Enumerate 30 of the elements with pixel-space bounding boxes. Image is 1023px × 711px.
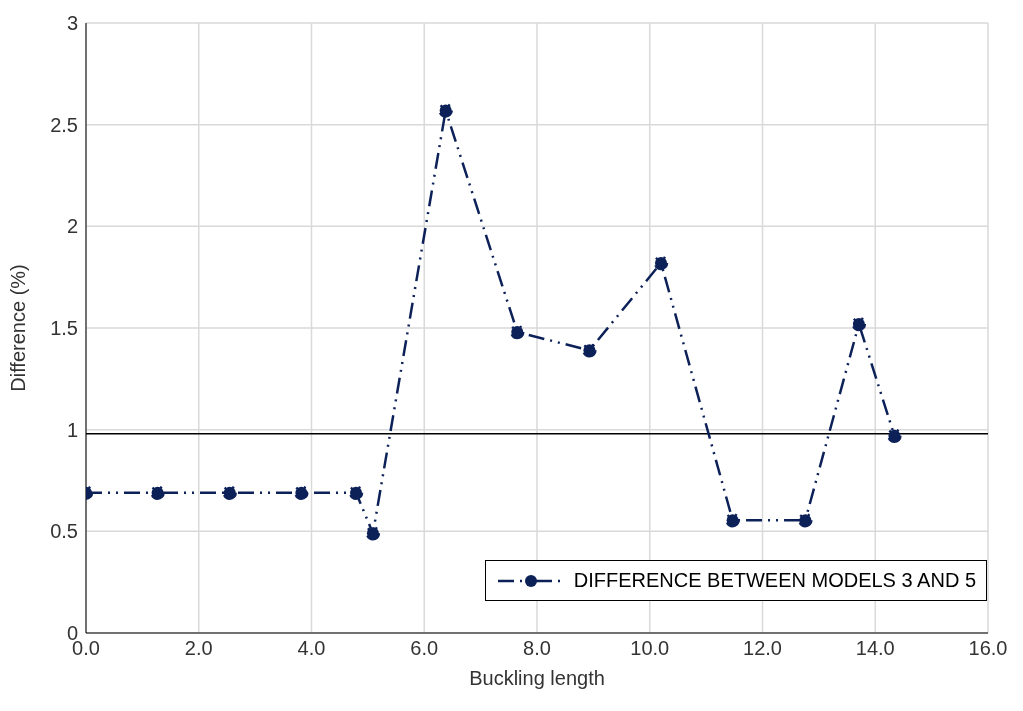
y-tick-label: 1 bbox=[66, 418, 78, 441]
x-tick-label: 10.0 bbox=[630, 637, 670, 660]
x-tick-label: 12.0 bbox=[743, 637, 782, 660]
y-tick-label: 2.5 bbox=[50, 113, 78, 136]
point bbox=[887, 428, 902, 444]
y-tick-label: 0.5 bbox=[50, 520, 78, 543]
x-tick-label: 2.0 bbox=[184, 637, 213, 660]
point bbox=[294, 485, 309, 500]
x-tick-label: 8.0 bbox=[523, 637, 551, 660]
x-axis-title: Buckling length bbox=[469, 667, 605, 689]
y-tick-label: 1.5 bbox=[50, 317, 78, 340]
point bbox=[653, 255, 669, 271]
point bbox=[798, 512, 813, 528]
point bbox=[851, 316, 867, 332]
x-tick-label: 16.0 bbox=[968, 637, 1008, 660]
point bbox=[222, 485, 238, 500]
x-tick-label: 14.0 bbox=[855, 637, 895, 660]
point bbox=[348, 485, 364, 500]
x-tick-label: 4.0 bbox=[297, 637, 326, 660]
y-tick-label: 2 bbox=[66, 215, 78, 238]
x-tick-label: 6.0 bbox=[410, 637, 439, 660]
point bbox=[150, 485, 165, 500]
point bbox=[365, 526, 381, 541]
point bbox=[510, 324, 525, 340]
point bbox=[438, 103, 453, 118]
point bbox=[582, 343, 597, 358]
y-axis-title: Difference (%) bbox=[7, 264, 30, 392]
legend-label: DIFFERENCE BETWEEN MODELS 3 AND 5 bbox=[573, 569, 976, 592]
y-tick-label: 3 bbox=[66, 12, 78, 35]
point bbox=[725, 512, 740, 528]
